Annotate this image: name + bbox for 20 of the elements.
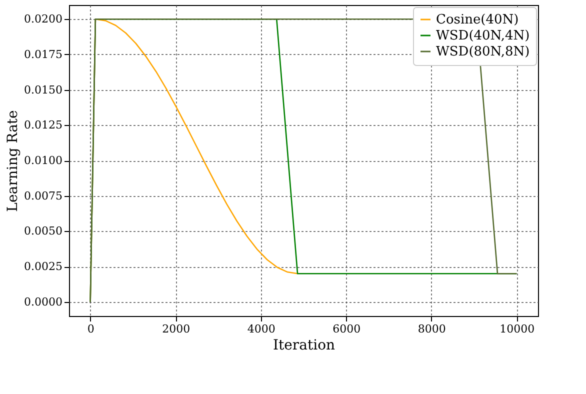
x-tick-label: 0	[87, 322, 94, 336]
y-tick-label: 0.0050	[24, 224, 62, 238]
y-tick-label: 0.0075	[24, 189, 62, 202]
y-tick-label: 0.0100	[24, 154, 62, 167]
legend-label: Cosine(40N)	[436, 12, 519, 28]
x-tick-label: 10000	[500, 322, 535, 336]
y-tick-label: 0.0150	[24, 83, 62, 96]
x-tick-label: 6000	[332, 322, 361, 336]
y-tick-label: 0.0025	[24, 260, 62, 274]
y-tick-label: 0.0125	[24, 118, 62, 132]
x-tick-label: 8000	[418, 322, 446, 336]
y-tick-label: 0.0175	[24, 48, 62, 61]
x-axis-title: Iteration	[272, 338, 336, 354]
y-tick-label: 0.0000	[24, 295, 62, 308]
x-tick-label: 4000	[247, 322, 276, 336]
legend-label: WSD(40N,4N)	[436, 28, 530, 44]
legend-label: WSD(80N,8N)	[436, 44, 530, 60]
y-tick-label: 0.0200	[24, 12, 62, 26]
y-axis-title: Learning Rate	[5, 110, 22, 212]
x-tick-label: 2000	[162, 322, 190, 336]
